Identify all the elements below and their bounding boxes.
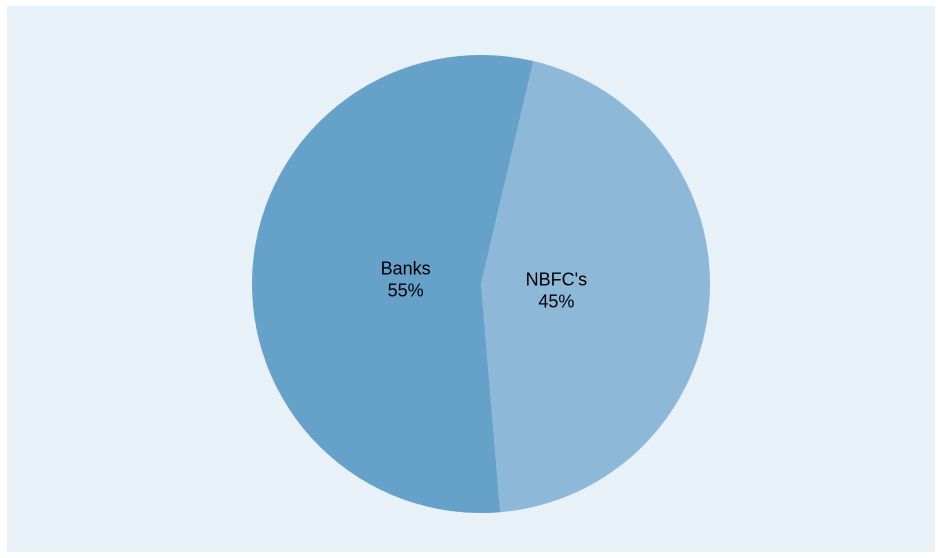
slice-label-value: 55% <box>388 280 424 300</box>
pie-slice-banks <box>252 54 534 513</box>
chart-area: NBFC's 45% Banks 55% <box>7 6 935 552</box>
slice-label-value: 45% <box>538 292 574 312</box>
pie-slices <box>252 54 711 513</box>
slice-label-category: Banks <box>381 258 431 278</box>
slice-label-category: NBFC's <box>526 270 587 290</box>
pie-slice-nbfcs <box>481 61 711 513</box>
